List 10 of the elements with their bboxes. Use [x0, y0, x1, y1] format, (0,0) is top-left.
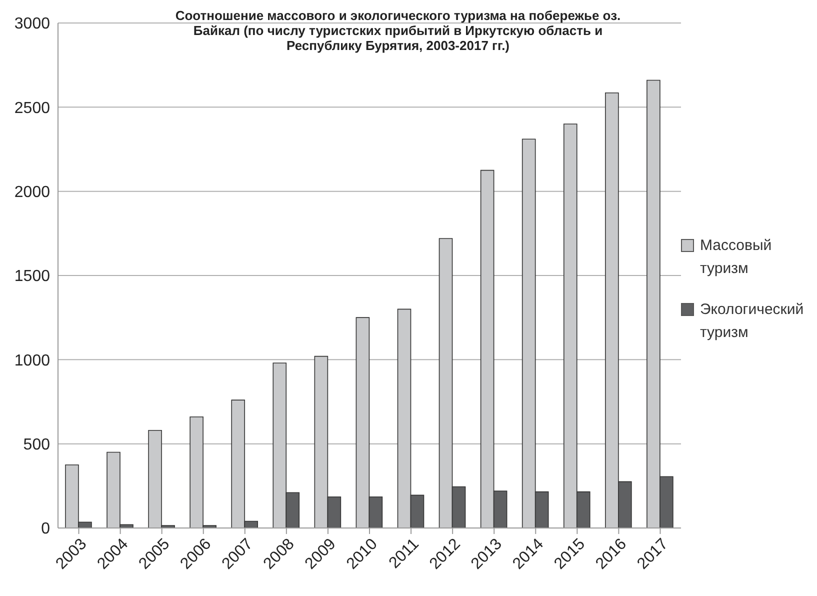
y-tick-label: 1000	[14, 352, 50, 370]
y-tick-label: 2500	[14, 100, 50, 117]
y-tick-label: 1500	[14, 268, 50, 286]
legend-label: Массовый туризм	[700, 236, 773, 279]
y-tick-label: 0	[41, 520, 50, 538]
y-tick-label: 3000	[14, 16, 50, 33]
y-tick-label: 2000	[14, 184, 50, 202]
chart-title: Соотношение массового и экологического туризма на побережье оз. Байкал (по числу туристских прибытий в Иркутскую область и Республику Бурятия, 2003-2017 гг.)	[174, 8, 622, 53]
y-tick-label: 500	[23, 436, 50, 454]
legend-label: Экологический туризм	[700, 300, 804, 343]
